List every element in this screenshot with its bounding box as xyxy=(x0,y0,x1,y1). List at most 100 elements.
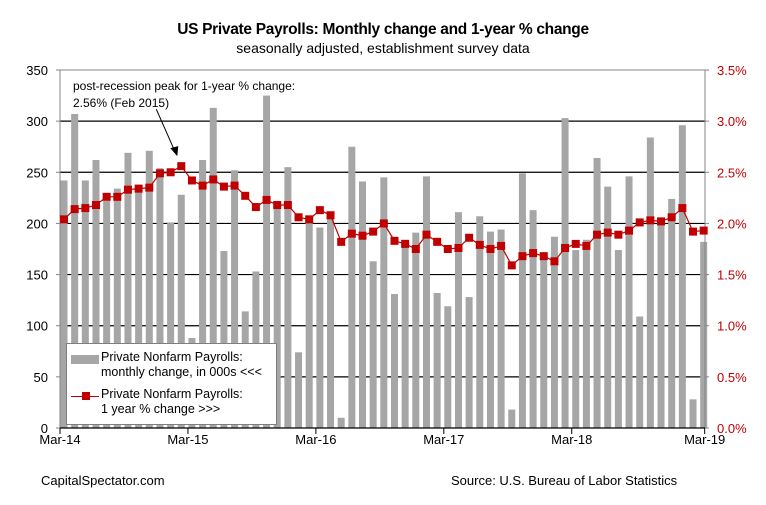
bar-May-14 xyxy=(81,180,89,428)
line-point-Dec-14 xyxy=(155,169,164,178)
arrow-shaft xyxy=(155,108,176,153)
bar-Oct-14 xyxy=(135,184,143,428)
line-point-Oct-15 xyxy=(262,195,271,204)
line-point-Jan-16 xyxy=(294,213,303,222)
line-point-Mar-14 xyxy=(60,215,68,224)
x-tick-label: Mar-15 xyxy=(167,432,208,447)
bar-Nov-14 xyxy=(145,150,153,428)
legend-bar-label-2: monthly change, in 000s <<< xyxy=(101,365,262,379)
line-point-Jul-15 xyxy=(230,181,239,190)
chart-title: US Private Payrolls: Monthly change and … xyxy=(177,21,589,38)
bar-Jun-15 xyxy=(220,251,228,428)
bar-May-15 xyxy=(209,107,217,429)
line-point-Nov-17 xyxy=(529,249,538,258)
annotation-arrow xyxy=(155,108,179,157)
line-point-Jul-18 xyxy=(614,230,623,239)
x-tick-label: Mar-19 xyxy=(684,432,725,447)
line-point-Jan-15 xyxy=(166,168,175,177)
bar-Mar-16 xyxy=(316,227,324,428)
legend: Private Nonfarm Payrolls: monthly change… xyxy=(66,343,277,425)
bar-Jul-18 xyxy=(614,250,622,428)
bar-Apr-15 xyxy=(199,160,207,429)
left-tick-label: 50 xyxy=(34,370,48,385)
bar-Apr-14 xyxy=(71,113,79,429)
line-point-Dec-15 xyxy=(283,201,292,210)
bar-Jul-14 xyxy=(103,200,111,428)
line-point-Dec-16 xyxy=(411,245,420,253)
line-point-Aug-15 xyxy=(241,191,250,200)
bar-Apr-17 xyxy=(454,212,462,428)
bar-Mar-14 xyxy=(60,180,68,428)
x-tick-label: Mar-18 xyxy=(551,432,592,447)
line-point-Nov-14 xyxy=(145,183,154,192)
line-point-May-14 xyxy=(81,204,90,213)
right-tick-label: 2.0% xyxy=(717,216,747,231)
line-point-May-16 xyxy=(337,237,346,246)
bar-May-18 xyxy=(593,157,601,429)
legend-line-label-1: Private Nonfarm Payrolls: xyxy=(101,387,243,401)
line-point-May-17 xyxy=(465,233,474,242)
line-point-Apr-16 xyxy=(326,211,335,220)
bar-Mar-17 xyxy=(444,306,452,428)
right-tick-label: 3.0% xyxy=(717,114,747,129)
bar-Dec-17 xyxy=(540,253,548,428)
footer-site: CapitalSpectator.com xyxy=(41,473,165,488)
left-tick-label: 300 xyxy=(26,114,48,129)
line-point-May-15 xyxy=(209,175,218,184)
line-point-Jan-18 xyxy=(550,257,559,266)
bar-Aug-18 xyxy=(625,176,633,428)
line-point-Sep-15 xyxy=(251,203,260,212)
line-point-May-18 xyxy=(593,230,602,239)
right-tick-label: 1.0% xyxy=(717,319,747,334)
x-tick-label: Mar-14 xyxy=(39,432,80,447)
bar-Mar-19 xyxy=(700,241,708,428)
left-tick-label: 150 xyxy=(26,268,48,283)
left-tick-label: 100 xyxy=(26,319,48,334)
bar-Nov-16 xyxy=(401,239,409,428)
x-axis: Mar-14 Mar-15 Mar-16 Mar-17 Mar-18 Mar-19 xyxy=(39,427,725,447)
right-tick-label: 1.5% xyxy=(717,268,747,283)
line-point-Jun-16 xyxy=(347,229,356,238)
arrow-head xyxy=(170,146,179,157)
line-point-Feb-15 xyxy=(177,162,186,171)
line-point-Feb-18 xyxy=(561,243,570,252)
line-point-Aug-17 xyxy=(497,241,506,250)
footer-source: Source: U.S. Bureau of Labor Statistics xyxy=(451,473,678,488)
bar-Feb-16 xyxy=(305,222,313,428)
left-tick-label: 250 xyxy=(26,165,48,180)
line-point-Jun-17 xyxy=(475,240,484,249)
bar-Oct-17 xyxy=(518,173,526,428)
right-axis: 0.0% 0.5% 1.0% 1.5% 2.0% 2.5% 3.0% 3.5% xyxy=(705,63,747,436)
bar-Feb-19 xyxy=(689,399,697,428)
legend-line-label-2: 1 year % change >>> xyxy=(101,402,221,416)
line-point-Jul-14 xyxy=(102,192,111,201)
right-tick-label: 2.5% xyxy=(717,165,747,180)
line-point-Jan-17 xyxy=(422,230,431,239)
line-point-Mar-17 xyxy=(443,245,452,253)
line-point-Feb-17 xyxy=(433,237,442,246)
bar-Oct-16 xyxy=(390,294,398,428)
line-point-Sep-16 xyxy=(379,219,388,228)
left-axis: 0 50 100 150 200 250 300 350 xyxy=(26,63,60,436)
right-tick-label: 3.5% xyxy=(717,63,747,78)
line-point-Jul-16 xyxy=(358,231,367,240)
line-point-Apr-18 xyxy=(582,241,591,250)
bar-Mar-18 xyxy=(572,250,580,428)
bar-Jul-16 xyxy=(359,181,367,428)
line-point-Sep-14 xyxy=(123,185,132,194)
line-point-Nov-18 xyxy=(657,217,666,226)
line-point-Sep-17 xyxy=(507,261,516,270)
bar-series xyxy=(60,95,708,429)
line-point-Aug-16 xyxy=(369,227,378,236)
line-point-Oct-18 xyxy=(646,216,655,225)
line-point-Oct-17 xyxy=(518,252,527,261)
line-point-Oct-16 xyxy=(390,236,399,245)
line-point-Jan-19 xyxy=(678,204,687,213)
x-tick-label: Mar-16 xyxy=(295,432,336,447)
line-point-Mar-16 xyxy=(315,206,324,215)
bar-Apr-18 xyxy=(582,239,590,428)
line-point-Jun-15 xyxy=(219,182,228,191)
left-tick-label: 200 xyxy=(26,216,48,231)
bar-Jun-14 xyxy=(92,160,100,429)
